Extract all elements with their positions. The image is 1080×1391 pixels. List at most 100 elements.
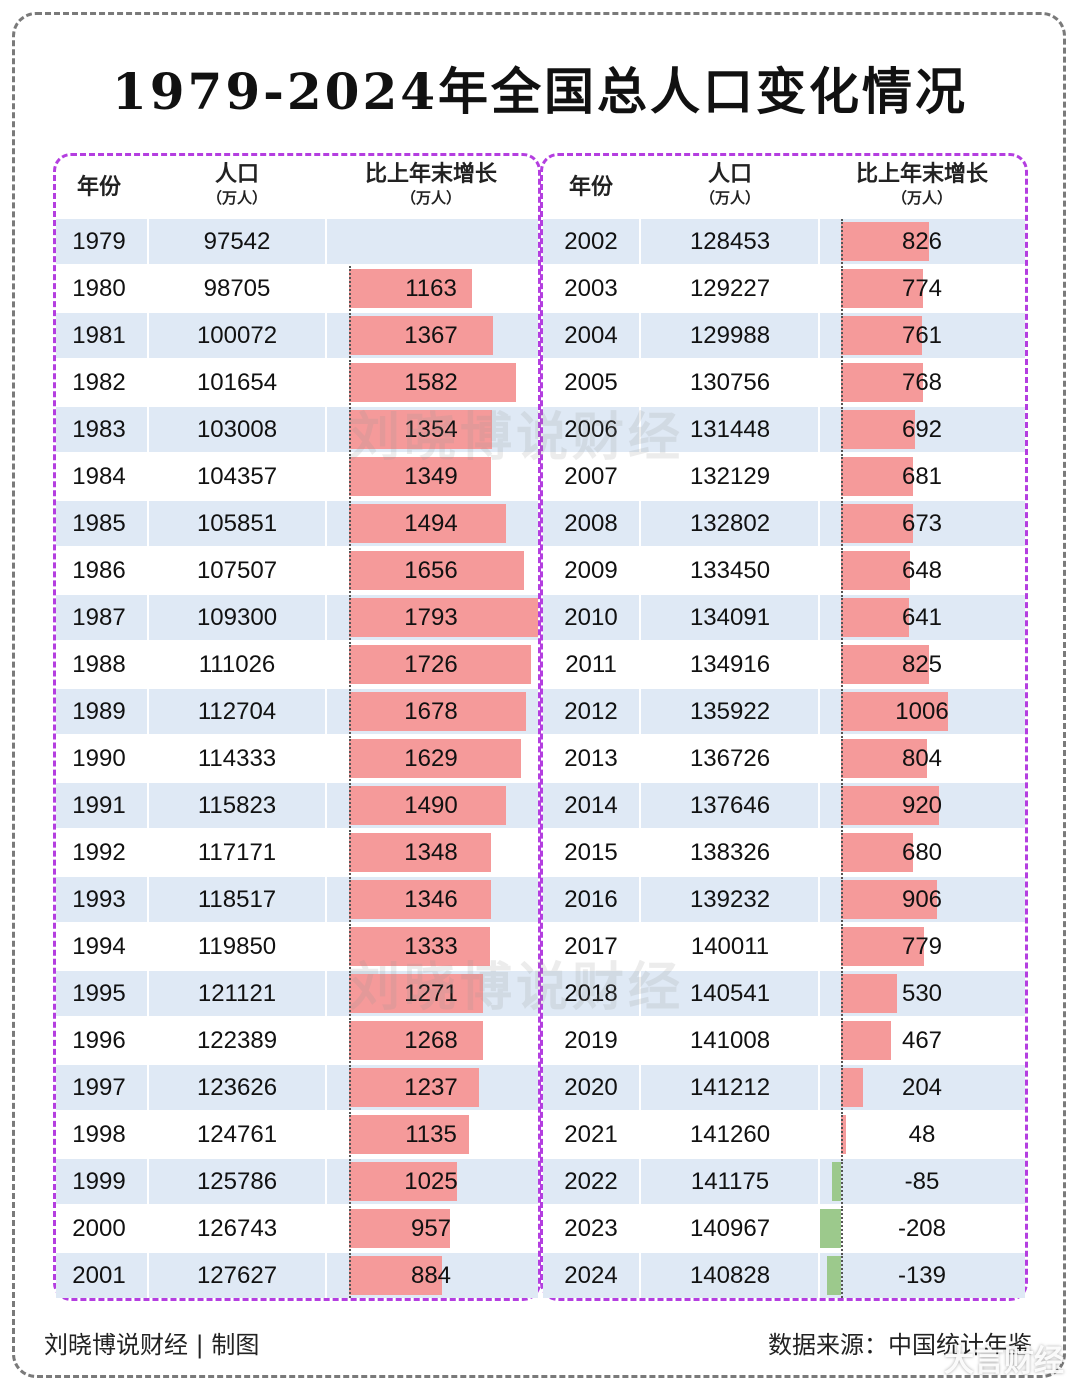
bar-axis	[349, 971, 351, 1016]
year-cell: 1988	[72, 651, 126, 678]
year-cell: 1983	[72, 416, 126, 443]
bar-axis	[349, 1159, 351, 1204]
table-row: 2002 128453 826	[543, 219, 1025, 264]
population-cell: 98705	[203, 275, 271, 302]
header-year-label: 年份	[568, 175, 613, 200]
table-row: 2005 130756 768	[543, 360, 1025, 405]
bar-axis	[349, 1018, 351, 1063]
year-cell: 2011	[565, 651, 617, 678]
growth-value: 779	[901, 933, 943, 960]
header-growth-unit: （万人）	[891, 189, 952, 207]
table-row: 2015 138326 680	[543, 830, 1025, 875]
footer-credit: 刘晓博说财经 | 制图	[44, 1331, 260, 1359]
table-row: 2014 137646 920	[543, 783, 1025, 828]
column-separator	[325, 548, 327, 593]
table-row: 2013 136726 804	[543, 736, 1025, 781]
population-cell: 138326	[689, 839, 771, 866]
watermark: 刘晓博说财经	[348, 408, 685, 468]
table-row: 1992 117171 1348	[56, 830, 538, 875]
growth-value: 761	[901, 322, 943, 349]
growth-value: 1367	[404, 322, 458, 349]
table-row: 1985 105851 1494	[56, 501, 538, 546]
bar-axis	[841, 407, 843, 452]
table-row: 2021 141260 48	[543, 1112, 1025, 1157]
year-cell: 1982	[72, 369, 126, 396]
header-growth: 比上年末增长 （万人）	[832, 162, 1012, 208]
growth-value: 768	[901, 369, 943, 396]
table-row: 2023 140967 -208	[543, 1206, 1025, 1251]
growth-bar	[349, 504, 507, 543]
year-cell: 2007	[564, 463, 618, 490]
year-cell: 2009	[564, 557, 618, 584]
population-cell: 127627	[196, 1262, 278, 1289]
growth-bar	[841, 692, 948, 731]
table-row: 2008 132802 673	[543, 501, 1025, 546]
year-cell: 1989	[72, 698, 126, 725]
column-separator	[818, 454, 820, 499]
year-cell: 2019	[564, 1027, 618, 1054]
column-separator	[147, 1206, 149, 1251]
column-separator	[325, 877, 327, 922]
growth-value: 825	[901, 651, 943, 678]
column-separator	[639, 548, 641, 593]
table-row: 1980 98705 1163	[56, 266, 538, 311]
growth-bar	[841, 786, 939, 825]
population-cell: 132802	[689, 510, 771, 537]
year-cell: 2013	[564, 745, 618, 772]
bar-axis	[841, 1018, 843, 1063]
column-separator	[147, 360, 149, 405]
population-cell: 109300	[196, 604, 278, 631]
table-row: 1986 107507 1656	[56, 548, 538, 593]
column-separator	[639, 360, 641, 405]
growth-bar	[820, 1209, 841, 1248]
column-separator	[639, 501, 641, 546]
growth-bar	[841, 551, 910, 590]
table-row: 2000 126743 957	[56, 1206, 538, 1251]
population-cell: 112704	[197, 698, 277, 725]
column-separator	[818, 689, 820, 734]
column-separator	[639, 1112, 641, 1157]
population-cell: 107507	[196, 557, 278, 584]
table-row: 1993 118517 1346	[56, 877, 538, 922]
year-cell: 2022	[564, 1168, 618, 1195]
column-separator	[325, 924, 327, 969]
growth-bar	[841, 269, 924, 308]
year-cell: 1993	[72, 886, 126, 913]
bar-axis	[349, 595, 351, 640]
growth-bar	[841, 457, 914, 496]
bar-axis	[841, 266, 843, 311]
column-separator	[325, 642, 327, 687]
year-cell: 1995	[72, 980, 126, 1007]
column-separator	[818, 313, 820, 358]
bar-axis	[841, 830, 843, 875]
population-cell: 118517	[197, 886, 277, 913]
year-cell: 1999	[72, 1168, 126, 1195]
column-separator	[639, 1253, 641, 1298]
growth-value: 1629	[404, 745, 458, 772]
column-separator	[818, 360, 820, 405]
column-separator	[818, 877, 820, 922]
bar-axis	[841, 642, 843, 687]
column-separator	[147, 877, 149, 922]
population-cell: 140828	[689, 1262, 771, 1289]
header-population: 人口 （万人）	[147, 162, 327, 208]
year-cell: 2005	[564, 369, 618, 396]
growth-bar	[349, 786, 507, 825]
header-growth-label: 比上年末增长	[364, 162, 497, 187]
growth-bar	[841, 316, 922, 355]
bar-axis	[349, 877, 351, 922]
population-cell: 140967	[689, 1215, 771, 1242]
column-separator	[639, 595, 641, 640]
population-cell: 122389	[196, 1027, 278, 1054]
growth-bar	[349, 363, 516, 402]
column-separator	[147, 1065, 149, 1110]
column-separator	[639, 689, 641, 734]
growth-bar	[349, 1209, 450, 1248]
header-population-label: 人口	[214, 162, 259, 187]
growth-bar	[349, 457, 492, 496]
table-row: 1994 119850 1333	[56, 924, 538, 969]
growth-value: 1237	[404, 1074, 458, 1101]
table-row: 2004 129988 761	[543, 313, 1025, 358]
growth-bar	[841, 363, 923, 402]
growth-bar	[841, 739, 927, 778]
